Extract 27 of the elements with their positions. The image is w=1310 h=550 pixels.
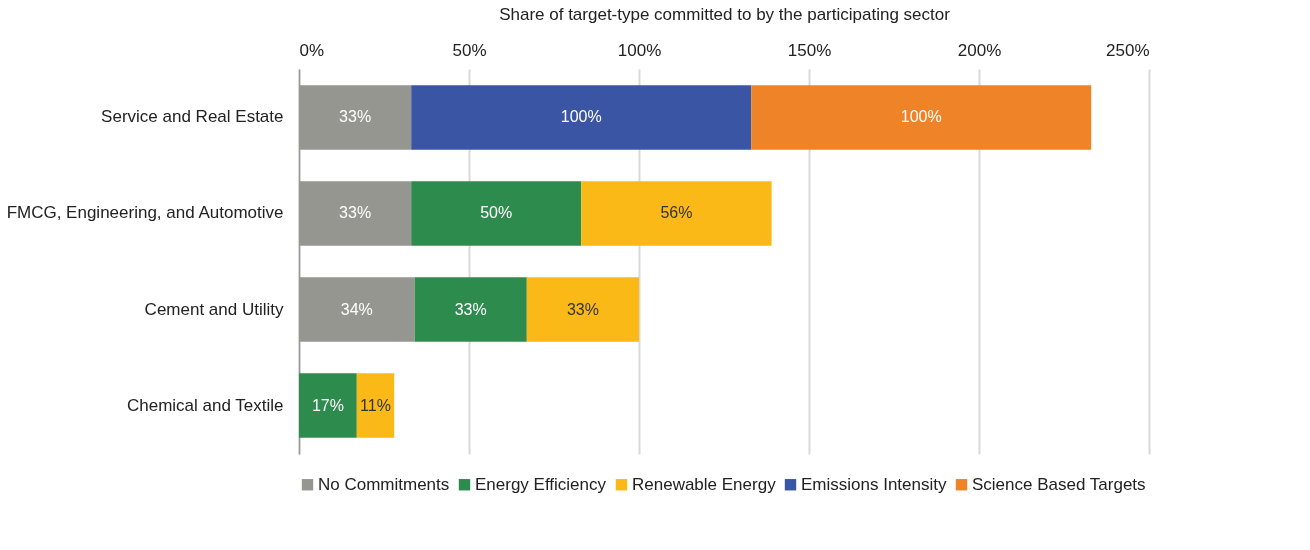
data-label: 33% [339, 204, 372, 222]
data-label: 33% [454, 300, 487, 318]
x-axis-title: Share of target-type committed to by the participating sector [499, 4, 951, 24]
data-label: 100% [560, 108, 602, 126]
legend-label: Science Based Targets [972, 474, 1146, 494]
data-label: 56% [660, 204, 693, 222]
x-tick-label: 50% [452, 40, 487, 60]
x-tick-label: 150% [787, 40, 832, 60]
legend-label: Renewable Energy [632, 474, 777, 494]
data-label: 50% [480, 204, 513, 222]
x-tick-label: 100% [617, 40, 662, 60]
y-tick-label: Service and Real Estate [101, 107, 284, 127]
data-label: 33% [339, 108, 372, 126]
x-tick-label: 0% [299, 40, 325, 60]
y-tick-label: FMCG, Engineering, and Automotive [6, 203, 284, 223]
y-tick-label: Chemical and Textile [126, 395, 284, 415]
legend-label: No Commitments [318, 474, 450, 494]
legend-label: Emissions Intensity [801, 474, 947, 494]
y-tick-label: Cement and Utility [144, 299, 284, 319]
data-label: 34% [340, 300, 373, 318]
x-tick-label: 250% [1106, 40, 1150, 60]
data-label: 100% [900, 108, 942, 126]
data-label: 11% [360, 396, 391, 414]
data-label: 33% [566, 300, 599, 318]
legend-label: Energy Efficiency [475, 474, 607, 494]
x-tick-label: 200% [957, 40, 1002, 60]
data-label: 17% [311, 396, 344, 414]
